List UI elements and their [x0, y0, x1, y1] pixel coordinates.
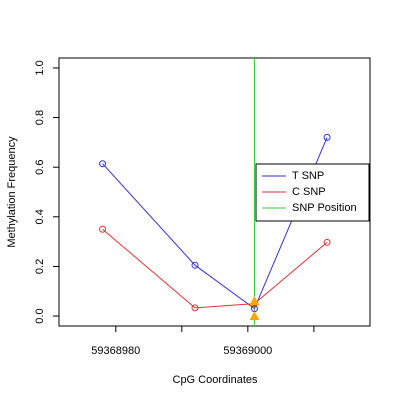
point: [191, 304, 199, 312]
point: [99, 225, 107, 233]
x-tick-label: 59369000: [223, 345, 272, 357]
y-tick-label: 0.4: [34, 209, 46, 224]
y-tick-label: 0.6: [34, 160, 46, 175]
series-line: [102, 228, 328, 309]
snp-marker: [249, 311, 260, 321]
point: [99, 160, 107, 168]
snp-marker: [249, 296, 260, 306]
y-tick-label: 0.0: [34, 308, 46, 323]
point: [323, 238, 331, 246]
series-line: [102, 137, 328, 310]
plot-box: [58, 57, 371, 327]
point: [323, 133, 331, 141]
legend-label: C SNP: [292, 186, 326, 198]
y-tick-label: 0.2: [34, 259, 46, 274]
x-axis-label: CpG Coordinates: [173, 374, 258, 386]
legend-label: T SNP: [292, 170, 324, 182]
y-tick-label: 1.0: [34, 60, 46, 75]
point: [191, 261, 199, 269]
x-tick-label: 59368980: [91, 345, 140, 357]
y-axis-label: Methylation Frequency: [6, 136, 18, 248]
legend-label: SNP Position: [292, 202, 357, 214]
y-tick-label: 0.8: [34, 110, 46, 125]
